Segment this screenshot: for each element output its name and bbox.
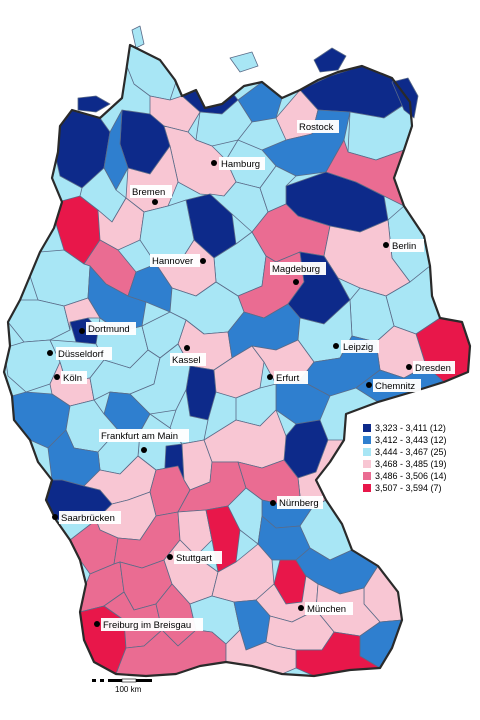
svg-text:Dortmund: Dortmund xyxy=(88,324,130,335)
city-magdeburg: Magdeburg xyxy=(270,262,326,285)
svg-text:Hannover: Hannover xyxy=(152,256,193,267)
city-koln: Köln xyxy=(54,371,87,384)
region xyxy=(257,515,311,561)
svg-text:Nürnberg: Nürnberg xyxy=(279,498,319,509)
legend: 3,323 - 3,411 (12) 3,412 - 3,443 (12) 3,… xyxy=(363,423,447,493)
svg-text:München: München xyxy=(307,604,346,615)
svg-text:Erfurt: Erfurt xyxy=(276,373,300,384)
svg-text:Berlin: Berlin xyxy=(392,241,416,252)
svg-text:Hamburg: Hamburg xyxy=(221,159,260,170)
svg-text:Saarbrücken: Saarbrücken xyxy=(61,513,115,524)
svg-text:Dresden: Dresden xyxy=(415,363,451,374)
legend-swatch xyxy=(363,460,371,468)
city-kassel: Kassel xyxy=(170,345,206,366)
city-rostock: Rostock xyxy=(297,120,339,133)
svg-text:Frankfurt am Main: Frankfurt am Main xyxy=(101,431,178,442)
scale-bar: 100 km xyxy=(92,678,152,694)
svg-text:Düsseldorf: Düsseldorf xyxy=(58,349,104,360)
svg-text:Leipzig: Leipzig xyxy=(343,342,373,353)
legend-label: 3,468 - 3,485 (19) xyxy=(375,459,447,469)
city-labels: Rostock Hamburg Bremen Berlin Hannover M… xyxy=(47,120,455,631)
legend-label: 3,323 - 3,411 (12) xyxy=(375,423,446,433)
svg-text:Kassel: Kassel xyxy=(172,355,201,366)
svg-text:Köln: Köln xyxy=(63,373,82,384)
city-erfurt: Erfurt xyxy=(267,371,308,384)
city-bremen: Bremen xyxy=(130,185,172,205)
city-frankfurt: Frankfurt am Main xyxy=(99,429,189,453)
svg-text:Freiburg im Breisgau: Freiburg im Breisgau xyxy=(103,620,191,631)
city-freiburg: Freiburg im Breisgau xyxy=(94,618,203,631)
city-hannover: Hannover xyxy=(150,254,206,267)
region xyxy=(7,299,71,343)
region xyxy=(177,509,213,557)
city-hamburg: Hamburg xyxy=(211,157,265,170)
region xyxy=(295,631,381,676)
legend-swatch xyxy=(363,448,371,456)
city-leipzig: Leipzig xyxy=(333,340,379,353)
region xyxy=(213,345,265,399)
city-stuttgart: Stuttgart xyxy=(167,551,222,564)
island xyxy=(229,51,259,73)
city-nurnberg: Nürnberg xyxy=(270,496,323,509)
city-berlin: Berlin xyxy=(383,239,424,252)
city-dusseldorf: Düsseldorf xyxy=(47,347,112,360)
region xyxy=(63,297,101,331)
island xyxy=(131,25,145,49)
svg-text:Rostock: Rostock xyxy=(299,122,334,133)
legend-label: 3,507 - 3,594 (7) xyxy=(375,483,442,493)
legend-swatch xyxy=(363,436,371,444)
island xyxy=(313,47,347,73)
city-saarbrucken: Saarbrücken xyxy=(52,511,121,524)
legend-label: 3,486 - 3,506 (14) xyxy=(375,471,447,481)
legend-label: 3,444 - 3,467 (25) xyxy=(375,447,447,457)
city-dresden: Dresden xyxy=(406,361,455,374)
city-munchen: München xyxy=(298,602,353,615)
legend-swatch xyxy=(363,472,371,480)
svg-text:Bremen: Bremen xyxy=(132,187,165,198)
germany-outline xyxy=(2,43,472,678)
city-chemnitz: Chemnitz xyxy=(366,379,421,392)
legend-label: 3,412 - 3,443 (12) xyxy=(375,435,447,445)
svg-text:Magdeburg: Magdeburg xyxy=(272,264,320,275)
island xyxy=(77,95,111,113)
scale-label: 100 km xyxy=(115,685,142,694)
legend-swatch xyxy=(363,484,371,492)
svg-text:Stuttgart: Stuttgart xyxy=(176,553,212,564)
svg-text:Chemnitz: Chemnitz xyxy=(375,381,415,392)
legend-swatch xyxy=(363,424,371,432)
city-dortmund: Dortmund xyxy=(79,322,136,335)
